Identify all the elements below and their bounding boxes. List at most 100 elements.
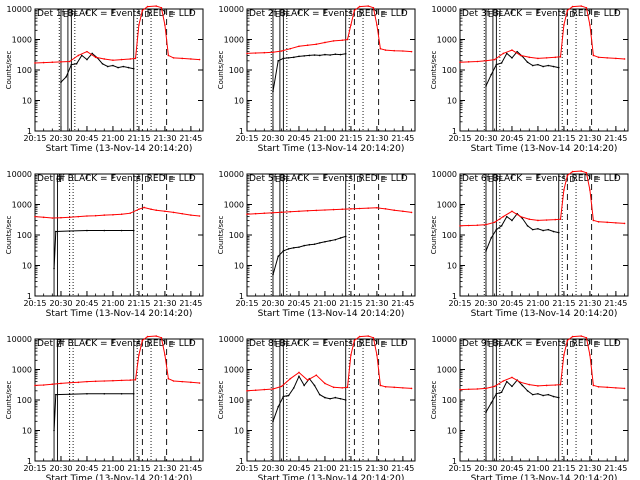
events-point xyxy=(54,230,57,233)
y-axis-label: Counts/sec xyxy=(430,216,438,255)
lld-point xyxy=(597,221,600,223)
x-tick-label: 21:15 xyxy=(552,464,575,473)
lld-point xyxy=(103,214,106,216)
events-point xyxy=(75,62,78,65)
events-point xyxy=(303,244,305,247)
x-tick-label: 21:00 xyxy=(313,464,336,473)
events-point xyxy=(490,73,492,76)
lld-point xyxy=(393,209,396,212)
x-tick-label: 20:30 xyxy=(49,134,72,143)
lld-point xyxy=(112,59,114,61)
lld-point xyxy=(467,388,470,391)
lld-point xyxy=(198,382,201,384)
lld-point xyxy=(597,386,600,388)
events-point xyxy=(334,396,337,399)
x-tick-label: 20:45 xyxy=(500,134,523,143)
x-tick-label: 20:15 xyxy=(23,464,46,473)
panel-det-9: Det 9f BLACK = Events, RED = LLD11010010… xyxy=(430,335,629,480)
events-point xyxy=(500,391,503,394)
lld-point xyxy=(138,354,140,356)
event-marker-label: F xyxy=(136,175,141,184)
events-point xyxy=(292,56,295,59)
events-point xyxy=(547,228,550,231)
lld-point xyxy=(263,212,266,214)
x-tick-label: 21:30 xyxy=(578,464,601,473)
events-point xyxy=(86,392,88,395)
lld-point xyxy=(51,383,54,385)
events-point xyxy=(287,394,290,397)
x-tick-label: 20:15 xyxy=(448,464,471,473)
y-tick-label: 10 xyxy=(234,427,244,436)
panel-det-2: Det 2f BLACK = Events, RED = LLD11010010… xyxy=(217,5,416,154)
events-point xyxy=(54,393,57,396)
y-tick-label: 10000 xyxy=(219,5,244,14)
lld-point xyxy=(77,215,80,218)
y-tick-label: 1 xyxy=(239,127,244,136)
lld-point xyxy=(367,5,370,7)
events-point xyxy=(334,53,337,55)
y-tick-label: 10000 xyxy=(432,335,457,344)
lld-point xyxy=(519,215,522,218)
y-tick-label: 100 xyxy=(442,66,457,75)
lld-point xyxy=(86,380,88,383)
panel-title: Det 8f BLACK = Events, RED = LLD xyxy=(249,339,408,349)
x-tick-label: 21:45 xyxy=(179,134,202,143)
events-point xyxy=(282,57,285,60)
x-tick-label: 21:00 xyxy=(526,134,549,143)
lld-point xyxy=(493,58,496,61)
lld-point xyxy=(134,57,137,60)
events-point xyxy=(329,54,331,56)
lld-point xyxy=(332,386,335,389)
events-point xyxy=(531,64,534,67)
lld-point xyxy=(315,374,318,377)
lld-point xyxy=(410,387,413,390)
lld-point xyxy=(103,58,106,60)
lld-point xyxy=(315,209,318,212)
lld-point xyxy=(272,51,274,54)
x-tick-label: 20:30 xyxy=(474,299,497,308)
lld-point xyxy=(402,210,404,213)
lld-point xyxy=(372,6,375,9)
x-tick-label: 21:00 xyxy=(313,299,336,308)
events-point xyxy=(272,273,274,276)
event-marker-label: E xyxy=(275,340,280,349)
x-tick-label: 20:30 xyxy=(474,134,497,143)
lld-point xyxy=(272,388,274,390)
lld-point xyxy=(571,335,574,338)
y-tick-label: 100 xyxy=(442,396,457,405)
series-lld-line xyxy=(459,335,625,391)
lld-point xyxy=(155,209,158,212)
x-tick-label: 21:15 xyxy=(339,299,362,308)
lld-point xyxy=(51,61,54,64)
events-point xyxy=(272,420,274,423)
lld-point xyxy=(143,206,145,209)
lld-point xyxy=(502,52,505,55)
lld-point xyxy=(459,388,461,391)
events-point xyxy=(511,219,513,222)
events-point xyxy=(65,75,67,78)
lld-point xyxy=(592,219,595,222)
x-axis-label: Start Time (13-Nov-14 20:14:20) xyxy=(46,309,193,319)
x-tick-label: 21:00 xyxy=(313,134,336,143)
lld-point xyxy=(94,214,97,217)
events-point xyxy=(542,394,544,397)
events-point xyxy=(132,229,135,232)
y-tick-label: 10000 xyxy=(7,170,32,179)
events-point xyxy=(344,52,347,55)
x-tick-label: 21:00 xyxy=(101,464,124,473)
lld-point xyxy=(198,58,201,61)
lld-point xyxy=(190,214,192,216)
y-tick-label: 10000 xyxy=(219,170,244,179)
lld-point xyxy=(246,390,248,392)
y-tick-label: 1000 xyxy=(12,201,32,210)
x-axis-label: Start Time (13-Nov-14 20:14:20) xyxy=(258,474,405,480)
lld-point xyxy=(353,339,356,342)
lld-point xyxy=(393,386,396,389)
events-point xyxy=(292,247,295,249)
y-tick-label: 1000 xyxy=(224,36,244,45)
lld-point xyxy=(341,39,344,41)
lld-point xyxy=(280,385,283,388)
events-point xyxy=(282,395,285,398)
y-axis-label: Counts/sec xyxy=(5,381,13,420)
